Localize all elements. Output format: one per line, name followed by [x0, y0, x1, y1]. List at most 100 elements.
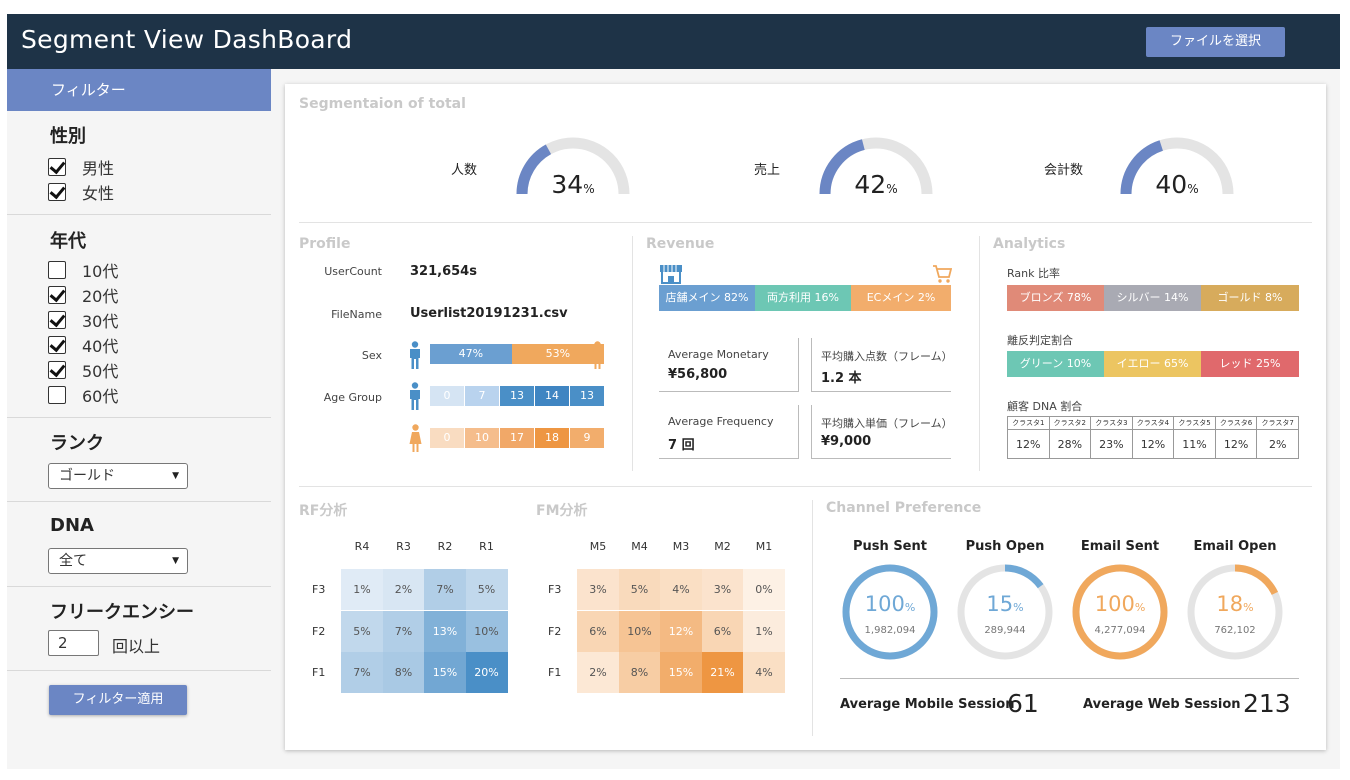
metric-value: 1.2 本: [821, 371, 862, 386]
gauge-label-transactions: 会計数: [1044, 163, 1084, 178]
fm-cell: 6%: [701, 610, 744, 652]
sex-female-segment: 53%: [511, 344, 604, 364]
rank-select-value: ゴールド: [59, 468, 115, 484]
sex-male-segment: 47%: [430, 344, 512, 364]
gauge-value-users: 34%: [551, 170, 595, 199]
churn-red-segment: レッド 25%: [1201, 351, 1299, 377]
checkbox-label: 10代: [82, 262, 119, 281]
gauge-sales: [819, 137, 933, 195]
checkbox[interactable]: [48, 286, 66, 304]
frequency-input[interactable]: 2: [48, 630, 99, 656]
checkbox[interactable]: [48, 311, 66, 329]
divider: [632, 236, 633, 471]
age-title: 年代: [50, 231, 86, 252]
divider: [840, 678, 1299, 679]
checkbox-label: 男性: [82, 159, 115, 178]
channel-both-segment: 両方利用 16%: [755, 285, 851, 311]
apply-filter-button[interactable]: フィルター適用: [49, 685, 187, 715]
gauge-transactions: [1120, 137, 1234, 195]
rank-select[interactable]: ゴールド ▼: [48, 463, 188, 489]
gender-title: 性別: [50, 126, 86, 147]
rf-cell: 2%: [382, 569, 425, 610]
metric-label: 平均購入点数（フレーム）: [821, 350, 953, 363]
metric-value: ¥56,800: [668, 367, 728, 382]
caret-down-icon: ▼: [172, 471, 179, 481]
male-icon: [410, 382, 420, 410]
divider: [7, 670, 271, 671]
age-male-segment: 14: [535, 386, 569, 406]
age-option-30s[interactable]: 30代: [48, 309, 118, 331]
ring-chart: [1072, 564, 1168, 660]
rf-cell: 7%: [341, 652, 383, 693]
checkbox-label: 30代: [82, 312, 119, 331]
dna-header-cell: クラスタ7: [1256, 416, 1299, 430]
dna-header-cell: クラスタ6: [1214, 416, 1258, 430]
checkbox[interactable]: [48, 183, 66, 201]
avg-items-box: 平均購入点数（フレーム） 1.2 本: [811, 338, 953, 392]
web-session-value: 213: [1243, 689, 1291, 718]
rank-ratio-bar: ブロンズ 78% シルバー 14% ゴールド 8%: [1007, 285, 1299, 311]
select-file-button[interactable]: ファイルを選択: [1146, 27, 1285, 57]
metric-value: ¥9,000: [821, 434, 872, 449]
checkbox-label: 60代: [82, 387, 119, 406]
checkbox[interactable]: [48, 361, 66, 379]
divider: [299, 486, 1312, 487]
dna-value-cell: 2%: [1256, 429, 1299, 459]
age-option-60s[interactable]: 60代: [48, 384, 118, 406]
dna-header-cell: クラスタ4: [1131, 416, 1175, 430]
age-option-20s[interactable]: 20代: [48, 284, 118, 306]
ring-title: Email Open: [1193, 539, 1277, 554]
ring-fill: [1187, 564, 1283, 660]
metric-label: 平均購入単価（フレーム）: [821, 417, 953, 430]
rf-col-header: R3: [396, 540, 411, 553]
gender-option-male[interactable]: 男性: [48, 156, 114, 178]
ring-count: 289,944: [984, 625, 1026, 636]
age-male-segment: 0: [430, 386, 464, 406]
ring-title: Email Sent: [1080, 539, 1160, 554]
dna-ratio-label: 顧客 DNA 割合: [1007, 400, 1083, 413]
checkbox[interactable]: [48, 261, 66, 279]
rf-row-header: F3: [312, 583, 326, 596]
age-male-segment: 13: [500, 386, 534, 406]
churn-yellow-segment: イエロー 65%: [1104, 351, 1201, 377]
rank-title: ランク: [50, 433, 104, 454]
checkbox[interactable]: [48, 386, 66, 404]
rank-bronze-segment: ブロンズ 78%: [1007, 285, 1104, 311]
divider: [7, 501, 271, 502]
age-female-bar: 0 10 17 18 9: [430, 428, 604, 448]
sex-label: Sex: [361, 349, 382, 362]
channel-title: Channel Preference: [826, 500, 982, 516]
age-female-segment: 0: [430, 428, 464, 448]
age-option-10s[interactable]: 10代: [48, 259, 118, 281]
rf-cell: 5%: [341, 610, 383, 652]
metric-label: Average Frequency: [668, 415, 774, 428]
age-male-bar: 0 7 13 14 13: [430, 386, 604, 406]
rf-cell: 1%: [341, 569, 383, 610]
female-icon: [409, 424, 422, 452]
ring-percent: 100%: [1094, 592, 1146, 616]
user-count-value: 321,654s: [410, 264, 477, 279]
ring-count: 1,982,094: [864, 625, 916, 636]
checkbox[interactable]: [48, 336, 66, 354]
checkbox-label: 20代: [82, 287, 119, 306]
age-option-40s[interactable]: 40代: [48, 334, 118, 356]
fm-cell: 15%: [660, 652, 702, 693]
fm-row-header: F1: [548, 666, 562, 679]
metric-label: Average Monetary: [668, 348, 769, 361]
ring-chart: [957, 564, 1053, 660]
dna-select[interactable]: 全て ▼: [48, 548, 188, 574]
checkbox[interactable]: [48, 158, 66, 176]
gauge-value-transactions: 40%: [1155, 170, 1199, 199]
dna-header-cell: クラスタ3: [1090, 416, 1133, 430]
gauge-label-users: 人数: [451, 163, 478, 178]
ring-count: 4,277,094: [1094, 625, 1146, 636]
fm-cell: 0%: [743, 569, 785, 610]
analytics-title: Analytics: [993, 236, 1066, 252]
rf-cell: 5%: [465, 569, 508, 610]
gender-option-female[interactable]: 女性: [48, 181, 114, 203]
age-option-50s[interactable]: 50代: [48, 359, 118, 381]
rf-cell: 8%: [382, 652, 425, 693]
dna-value-cell: 28%: [1048, 429, 1092, 459]
frequency-suffix: 回以上: [112, 637, 161, 656]
age-female-segment: 10: [465, 428, 499, 448]
